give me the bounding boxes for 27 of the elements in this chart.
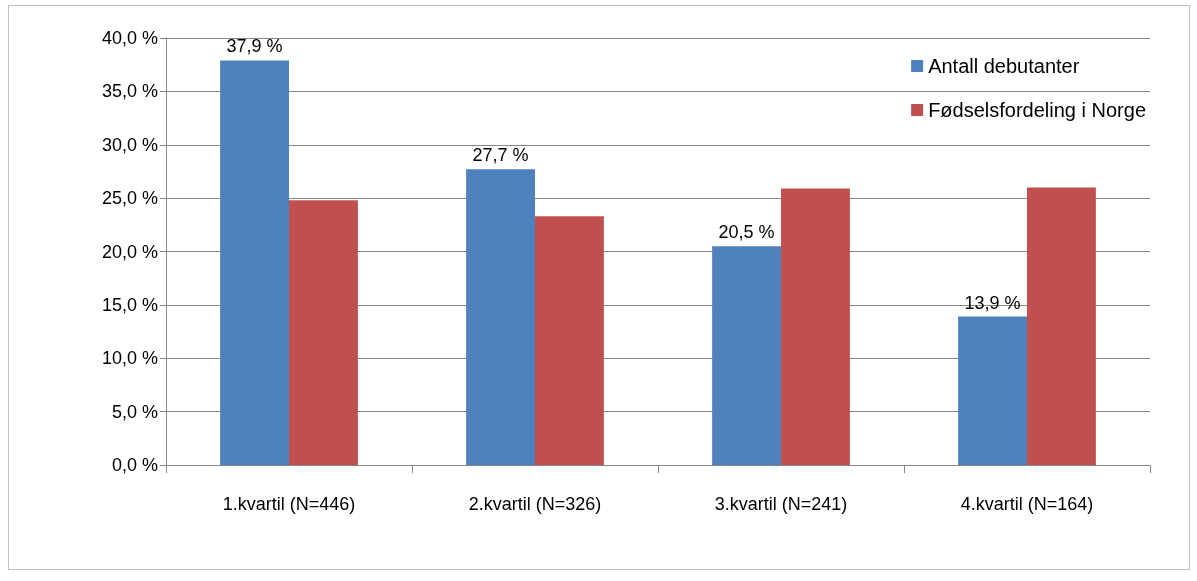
bar xyxy=(535,216,604,465)
bar xyxy=(466,169,535,465)
y-tick-label: 35,0 % xyxy=(101,81,158,102)
data-label: 37,9 % xyxy=(226,36,283,57)
x-tick-label: 3.kvartil (N=241) xyxy=(714,494,848,514)
x-tick-label: 4.kvartil (N=164) xyxy=(960,494,1094,514)
bar xyxy=(781,188,850,465)
bar xyxy=(220,60,289,465)
data-label: 13,9 % xyxy=(964,292,1021,313)
bar xyxy=(289,200,358,465)
y-tick-label: 30,0 % xyxy=(101,134,158,155)
data-label: 27,7 % xyxy=(472,145,529,166)
y-tick-label: 20,0 % xyxy=(101,241,158,262)
x-tick-label: 1.kvartil (N=446) xyxy=(222,494,356,514)
bar xyxy=(712,246,781,465)
y-tick-label: 10,0 % xyxy=(101,348,158,369)
y-tick-label: 15,0 % xyxy=(101,294,158,315)
legend-label: Antall debutanter xyxy=(928,55,1080,77)
y-tick-label: 5,0 % xyxy=(111,401,158,422)
bar xyxy=(958,316,1027,465)
legend-label: Fødselsfordeling i Norge xyxy=(928,99,1146,121)
x-tick-label: 2.kvartil (N=326) xyxy=(468,494,602,514)
data-label: 20,5 % xyxy=(718,222,775,243)
y-tick-label: 25,0 % xyxy=(101,188,158,209)
y-tick-label: 0,0 % xyxy=(111,455,158,475)
bar xyxy=(1027,187,1096,465)
y-tick-label: 40,0 % xyxy=(101,28,158,48)
